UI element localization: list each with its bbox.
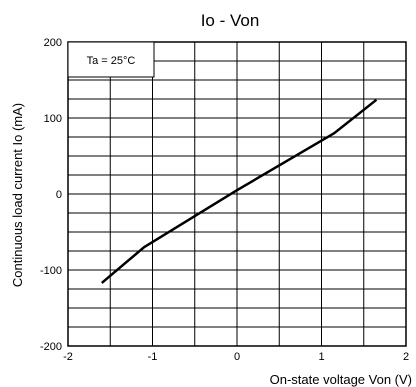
annotation-frame <box>67 41 155 78</box>
grid <box>67 41 407 347</box>
x-tick-label: -2 <box>63 351 73 363</box>
y-tick-label: -200 <box>40 341 62 353</box>
y-tick-label: 100 <box>44 113 62 125</box>
x-tick-label: -1 <box>148 351 158 363</box>
chart-title-text: Io - Von <box>201 11 260 30</box>
x-tick-label: 1 <box>318 351 324 363</box>
plot-frame <box>67 41 407 347</box>
y-tick-labels: 200 100 0 -100 -200 <box>40 37 62 353</box>
y-tick-label: 200 <box>44 37 62 49</box>
y-tick-label: 0 <box>56 189 62 201</box>
x-axis-label: On-state voltage Von (V) <box>270 372 412 387</box>
chart-title: Io - Von <box>201 11 260 30</box>
annotation-text: Ta = 25°C <box>87 55 136 67</box>
annotation-box: Ta = 25°C <box>67 41 155 78</box>
x-tick-label: 2 <box>403 351 409 363</box>
x-tick-labels: -2 -1 0 1 2 <box>63 351 409 363</box>
y-axis-label: Continuous load current Io (mA) <box>10 103 25 287</box>
series-line <box>100 98 378 284</box>
y-tick-label: -100 <box>40 265 62 277</box>
x-tick-label: 0 <box>234 351 240 363</box>
